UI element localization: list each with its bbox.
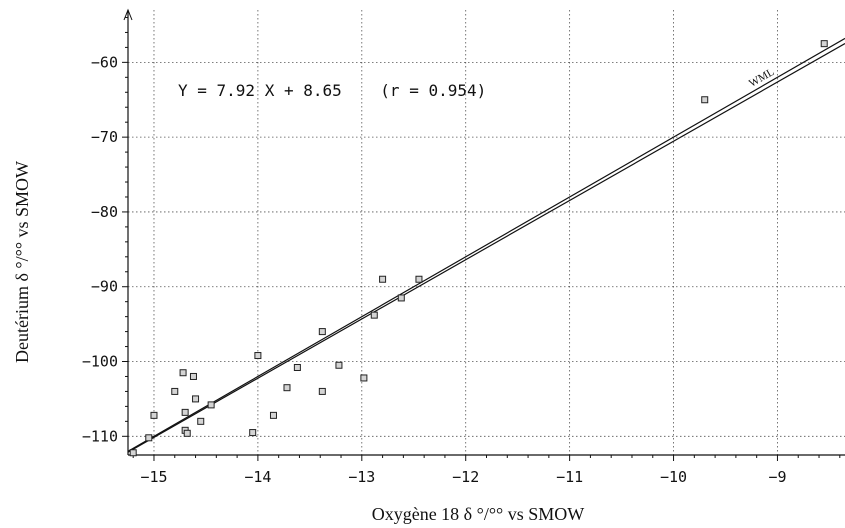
data-point (181, 408, 189, 416)
y-tick-label: −70 (91, 128, 118, 146)
data-point (370, 311, 378, 319)
data-point (415, 275, 423, 283)
x-tick-label: −13 (348, 468, 375, 486)
data-point (171, 387, 179, 395)
data-point (701, 96, 709, 104)
data-point (145, 434, 153, 442)
wml-line (128, 37, 845, 452)
fit-line (128, 42, 845, 453)
data-point (189, 372, 197, 380)
y-tick-label: −100 (82, 353, 118, 371)
x-tick-label: −12 (452, 468, 479, 486)
data-point (283, 384, 291, 392)
data-point (293, 363, 301, 371)
data-point (254, 352, 262, 360)
data-point (249, 429, 257, 437)
data-point (318, 328, 326, 336)
data-point (179, 369, 187, 377)
data-point (192, 395, 200, 403)
data-points (129, 40, 828, 457)
y-tick-label: −110 (82, 427, 118, 445)
y-tick-label: −90 (91, 278, 118, 296)
regression-equation: Y = 7.92 X + 8.65 (r = 0.954) (178, 81, 486, 100)
data-point (379, 275, 387, 283)
data-point (150, 411, 158, 419)
regression-lines: WML (128, 37, 845, 453)
x-tick-label: −15 (140, 468, 167, 486)
tick-labels: −15 −14 −13 −12 −11 −10 −9 −110 −100 −90 −80 −70 −60 (82, 53, 787, 486)
y-axis-title: Deutérium δ °/°° vs SMOW (12, 161, 32, 363)
data-point (820, 40, 828, 48)
y-axis-arrow (123, 8, 133, 21)
data-point (197, 417, 205, 425)
data-point (335, 361, 343, 369)
x-tick-label: −14 (244, 468, 271, 486)
data-point (269, 411, 277, 419)
x-tick-label: −9 (768, 468, 786, 486)
axes (122, 8, 845, 461)
x-axis-title: Oxygène 18 δ °/°° vs SMOW (372, 504, 585, 524)
grid (128, 10, 845, 455)
data-point (207, 401, 215, 409)
y-tick-label: −80 (91, 203, 118, 221)
data-point (360, 374, 368, 382)
data-point (183, 429, 191, 437)
x-tick-label: −10 (660, 468, 687, 486)
data-point (129, 449, 137, 457)
data-point (318, 387, 326, 395)
x-tick-label: −11 (556, 468, 583, 486)
data-point (397, 294, 405, 302)
y-tick-label: −60 (91, 53, 118, 71)
